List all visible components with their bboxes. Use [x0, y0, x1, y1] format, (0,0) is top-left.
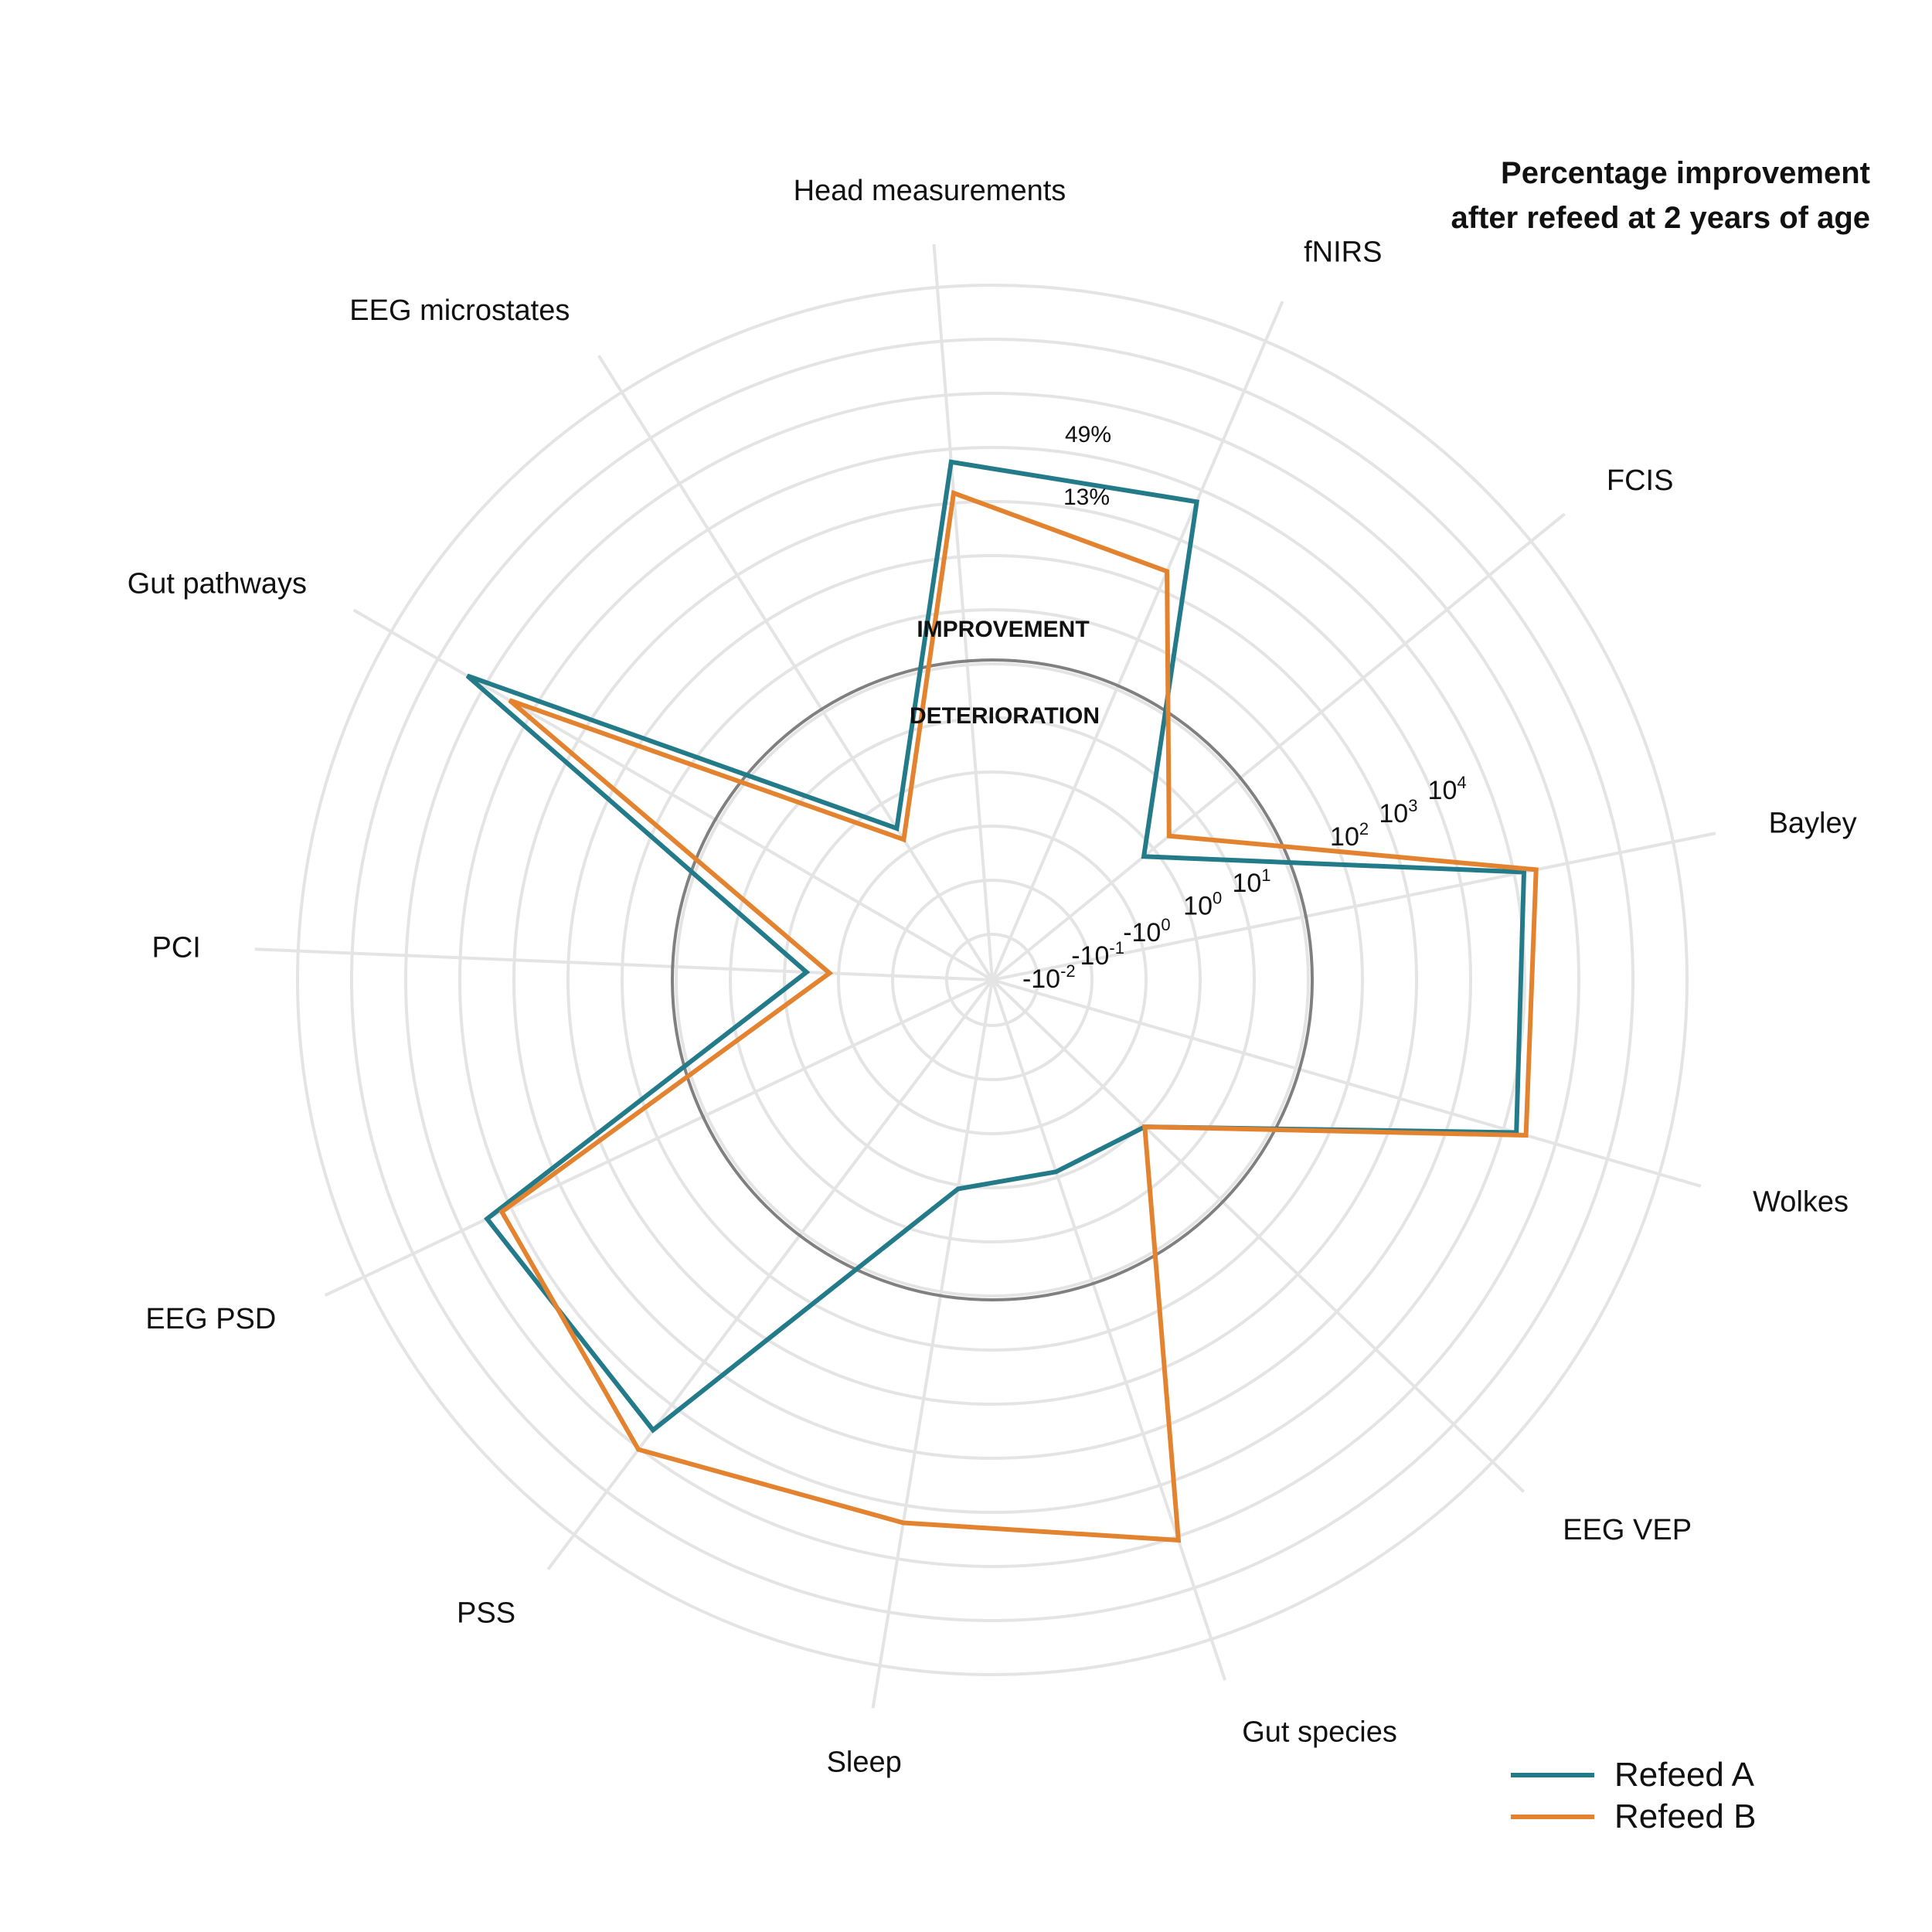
axis-label: Sleep — [827, 1746, 902, 1778]
series-point — [509, 699, 510, 701]
legend: Refeed A Refeed B — [1511, 1754, 1756, 1838]
series-point — [903, 838, 904, 840]
grid-ring — [458, 446, 1526, 1514]
legend-item-refeed-b: Refeed B — [1511, 1796, 1756, 1838]
tick-label: -10-1 — [1071, 938, 1124, 971]
grid-spoke — [992, 832, 1716, 981]
grid-spoke — [991, 978, 1526, 1493]
series-lines — [465, 459, 1539, 1543]
tick-label: 100 — [1183, 889, 1222, 921]
axis-label: Bayley — [1769, 807, 1857, 839]
grid-ring — [891, 879, 1094, 1081]
axis-label: EEG VEP — [1563, 1514, 1692, 1546]
axis-label: Gut species — [1242, 1716, 1397, 1749]
axis-label: Wolkes — [1753, 1186, 1849, 1219]
grid-spoke — [991, 512, 1566, 981]
grid-spoke — [597, 355, 994, 981]
axis-label: Gut pathways — [128, 567, 307, 600]
legend-label-refeed-a: Refeed A — [1614, 1756, 1755, 1794]
legend-swatch-refeed-b — [1511, 1815, 1594, 1819]
axis-labels: Bayley FCIS fNIRS Head measurements EEG micr… — [128, 175, 1857, 1778]
tick-label: -10-2 — [1022, 961, 1076, 994]
series-line — [498, 489, 1539, 1543]
annotation-49-percent: 49% — [1065, 422, 1111, 447]
grid-ring — [675, 662, 1310, 1298]
grid-spokes — [254, 243, 1716, 1709]
axis-label: PSS — [457, 1597, 515, 1630]
grid-spoke — [352, 608, 994, 981]
axis-label: FCIS — [1607, 464, 1674, 497]
tick-label: 102 — [1330, 819, 1369, 852]
grid-ring — [296, 284, 1689, 1676]
grid-spoke — [254, 947, 993, 981]
series-point — [638, 1449, 639, 1451]
grid-ring — [566, 554, 1418, 1406]
grid-ring — [512, 500, 1472, 1460]
legend-item-refeed-a: Refeed A — [1511, 1754, 1756, 1796]
grid-rings — [296, 284, 1689, 1676]
tick-label: 104 — [1428, 773, 1467, 805]
improvement-label: IMPROVEMENT — [917, 617, 1089, 642]
grid-spoke — [324, 978, 993, 1298]
annotation-13-percent: 13% — [1063, 485, 1110, 510]
axis-label: fNIRS — [1304, 236, 1382, 269]
tick-label: 101 — [1232, 866, 1270, 898]
grid-spoke — [871, 979, 994, 1709]
series-point — [1178, 1539, 1179, 1541]
tick-label: 103 — [1379, 796, 1417, 828]
legend-label-refeed-b: Refeed B — [1614, 1798, 1757, 1835]
grid-ring — [783, 770, 1202, 1189]
grid-spoke — [991, 979, 1227, 1681]
series-point — [1143, 855, 1145, 857]
series-point — [828, 972, 830, 974]
zero-ring-group — [671, 658, 1314, 1301]
grid-ring — [945, 933, 1039, 1027]
axis-label: Head measurements — [794, 175, 1066, 207]
grid-spoke — [991, 301, 1284, 981]
series-point — [1168, 835, 1170, 837]
chart-title: Percentage improvement after refeed at 2… — [1175, 151, 1870, 240]
grid-ring — [350, 338, 1634, 1622]
zero-change-ring — [671, 658, 1314, 1301]
series-point — [1166, 570, 1168, 572]
grid-ring — [729, 716, 1256, 1243]
series-point — [467, 675, 468, 676]
chart-title-line-2: after refeed at 2 years of age — [1451, 201, 1870, 235]
series-line — [465, 459, 1527, 1434]
grid-ring — [837, 825, 1148, 1135]
axis-label: EEG PSD — [145, 1303, 276, 1335]
grid-spoke — [992, 978, 1702, 1188]
series-point — [806, 971, 808, 973]
tick-labels: -10-2-10-1-100 100 101 102 103 104 — [1022, 773, 1467, 994]
grid-ring — [621, 608, 1364, 1352]
series-point — [1515, 1132, 1517, 1133]
deterioration-label: DETERIORATION — [910, 703, 1100, 729]
legend-swatch-refeed-a — [1511, 1773, 1594, 1777]
axis-label: EEG microstates — [349, 294, 570, 327]
axis-label: PCI — [152, 931, 201, 964]
grid-ring — [404, 392, 1580, 1568]
grid-spoke — [546, 978, 994, 1570]
tick-label: -100 — [1123, 915, 1170, 947]
grid-spoke — [932, 243, 994, 981]
chart-title-line-1: Percentage improvement — [1501, 156, 1870, 190]
